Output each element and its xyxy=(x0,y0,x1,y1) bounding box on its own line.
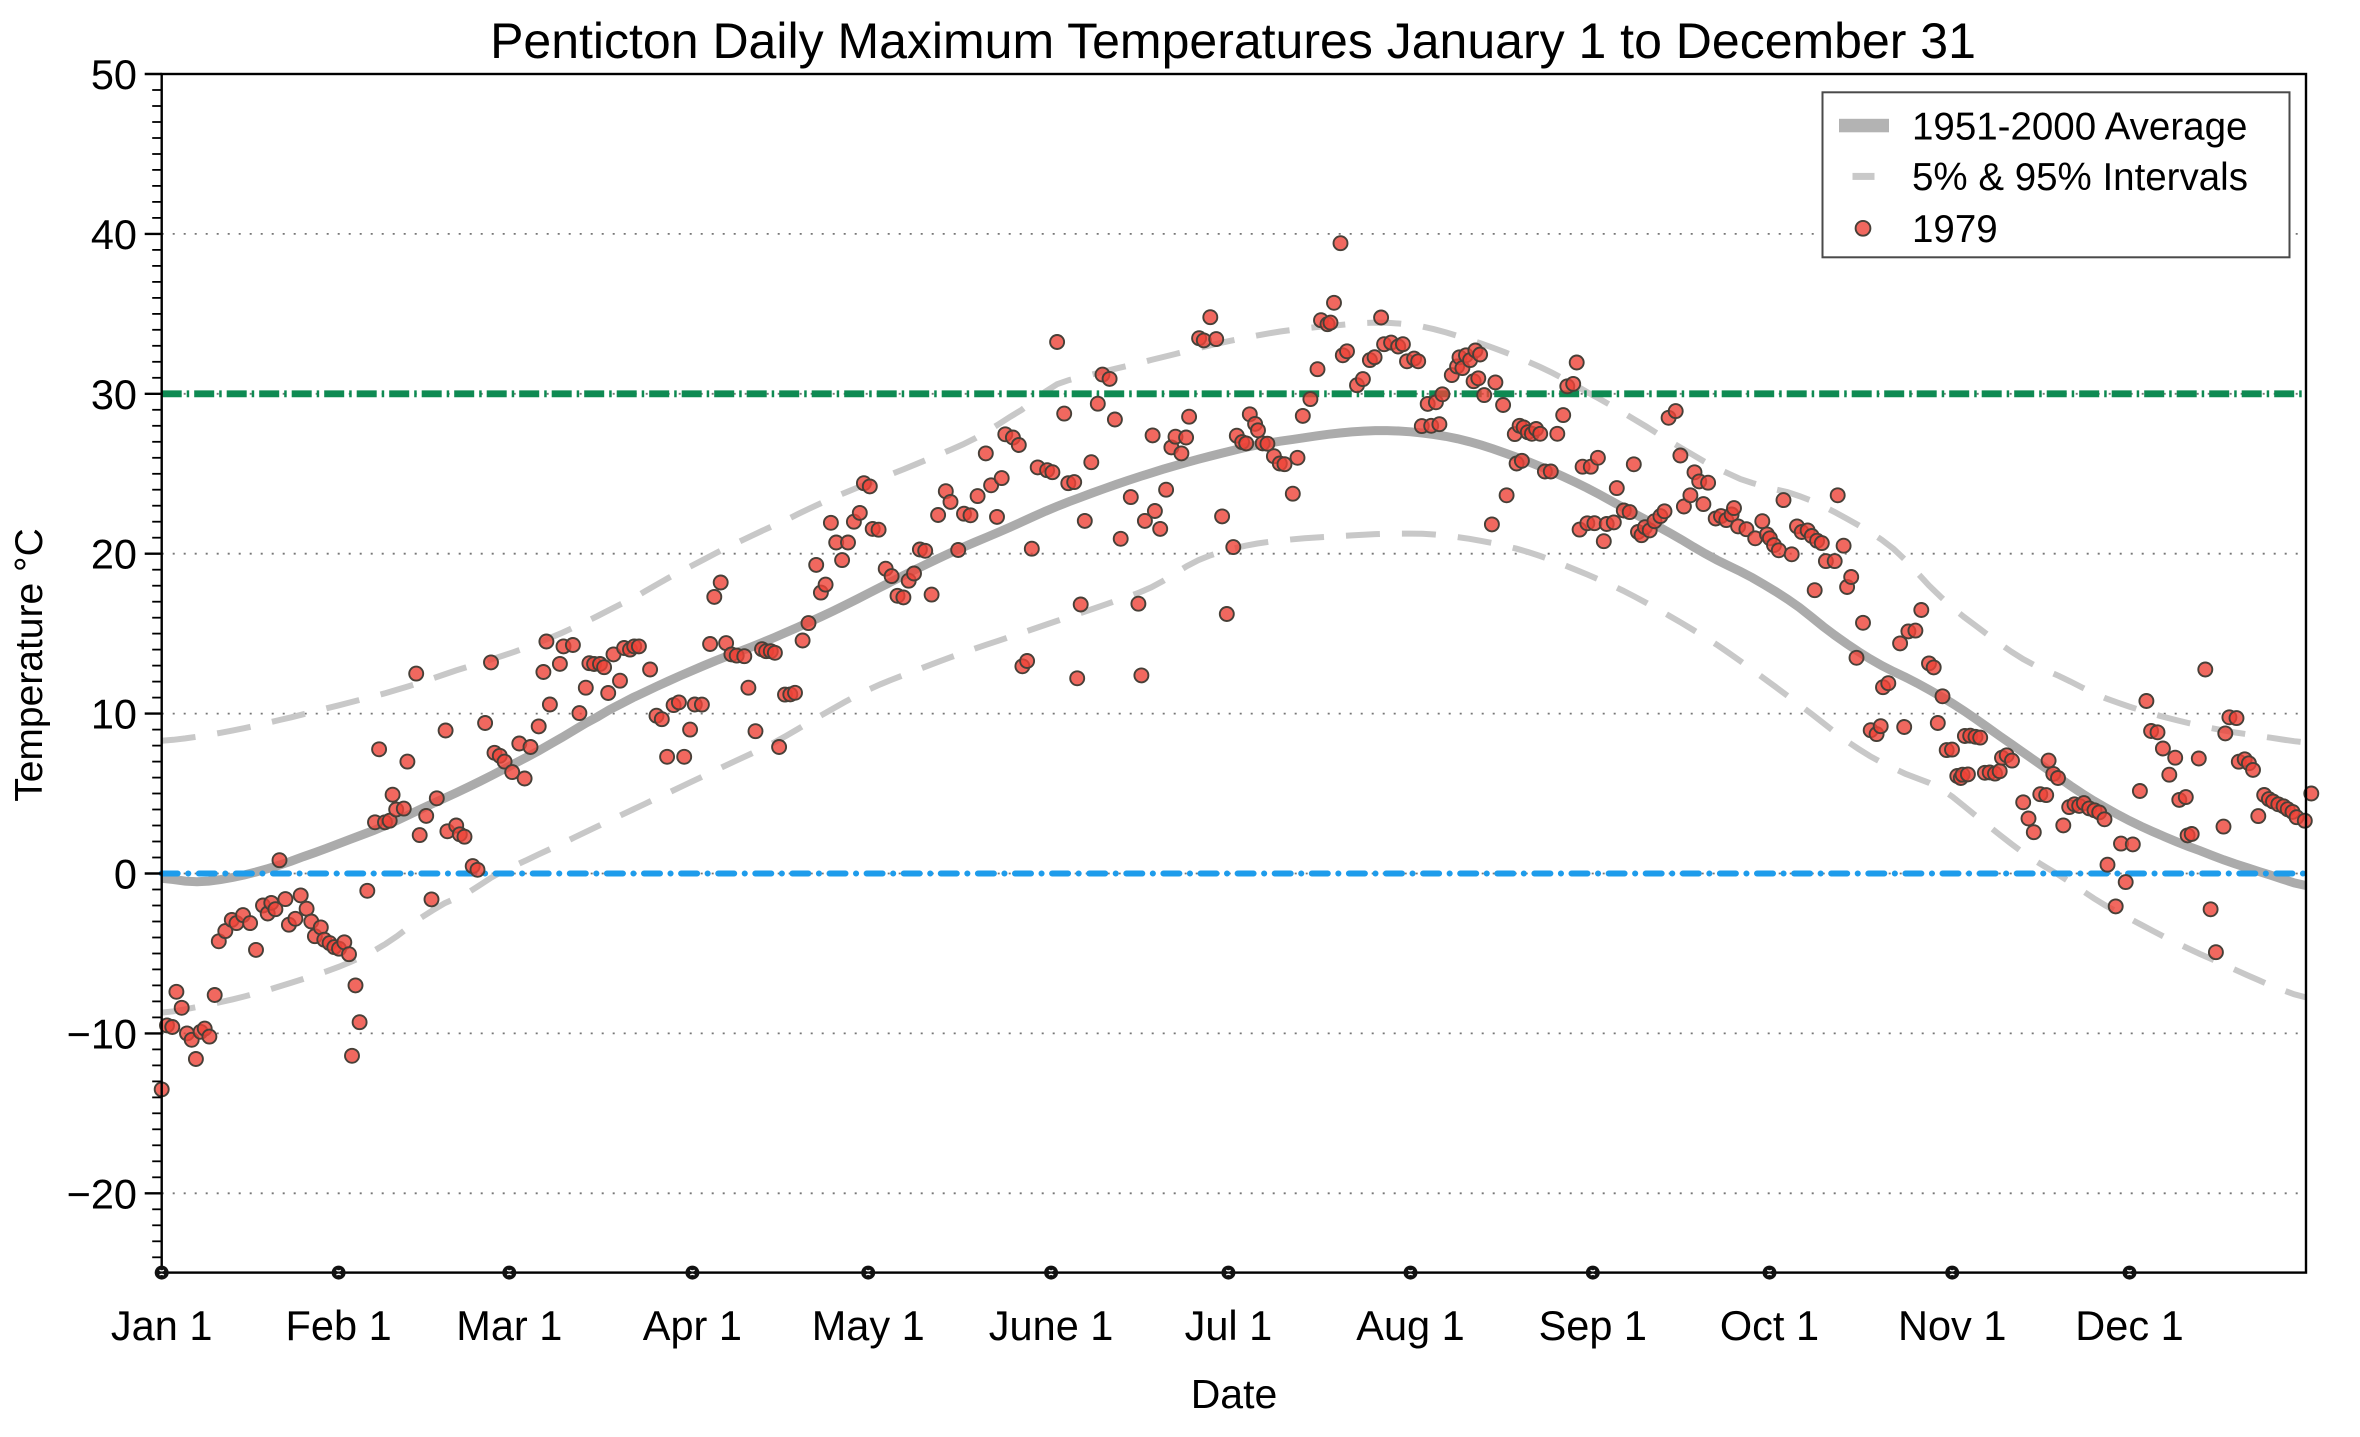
svg-text:10: 10 xyxy=(91,691,137,738)
svg-text:June 1: June 1 xyxy=(989,1302,1114,1349)
svg-text:Temperature °C: Temperature °C xyxy=(8,528,51,802)
svg-text:1979: 1979 xyxy=(1912,208,1998,251)
svg-text:1951-2000 Average: 1951-2000 Average xyxy=(1912,105,2247,148)
svg-text:−20: −20 xyxy=(67,1170,137,1217)
svg-text:30: 30 xyxy=(91,371,137,418)
svg-text:−10: −10 xyxy=(67,1010,137,1057)
svg-text:50: 50 xyxy=(91,51,137,98)
svg-text:Sep 1: Sep 1 xyxy=(1539,1302,1647,1349)
svg-text:40: 40 xyxy=(91,211,137,258)
svg-text:Dec 1: Dec 1 xyxy=(2075,1302,2183,1349)
svg-text:Date: Date xyxy=(1191,1371,1278,1417)
svg-text:Jul 1: Jul 1 xyxy=(1185,1302,1273,1349)
svg-text:Penticton Daily Maximum Temper: Penticton Daily Maximum Temperatures Jan… xyxy=(490,13,1976,69)
svg-text:0: 0 xyxy=(114,851,137,898)
svg-text:Oct 1: Oct 1 xyxy=(1720,1302,1819,1349)
svg-text:Nov 1: Nov 1 xyxy=(1898,1302,2006,1349)
svg-text:Feb 1: Feb 1 xyxy=(286,1302,392,1349)
svg-text:Aug 1: Aug 1 xyxy=(1356,1302,1464,1349)
svg-text:Apr 1: Apr 1 xyxy=(643,1302,742,1349)
svg-text:5% & 95% Intervals: 5% & 95% Intervals xyxy=(1912,156,2248,199)
svg-text:20: 20 xyxy=(91,531,137,578)
svg-text:Mar 1: Mar 1 xyxy=(456,1302,562,1349)
svg-text:May 1: May 1 xyxy=(812,1302,925,1349)
svg-text:Jan 1: Jan 1 xyxy=(111,1302,213,1349)
